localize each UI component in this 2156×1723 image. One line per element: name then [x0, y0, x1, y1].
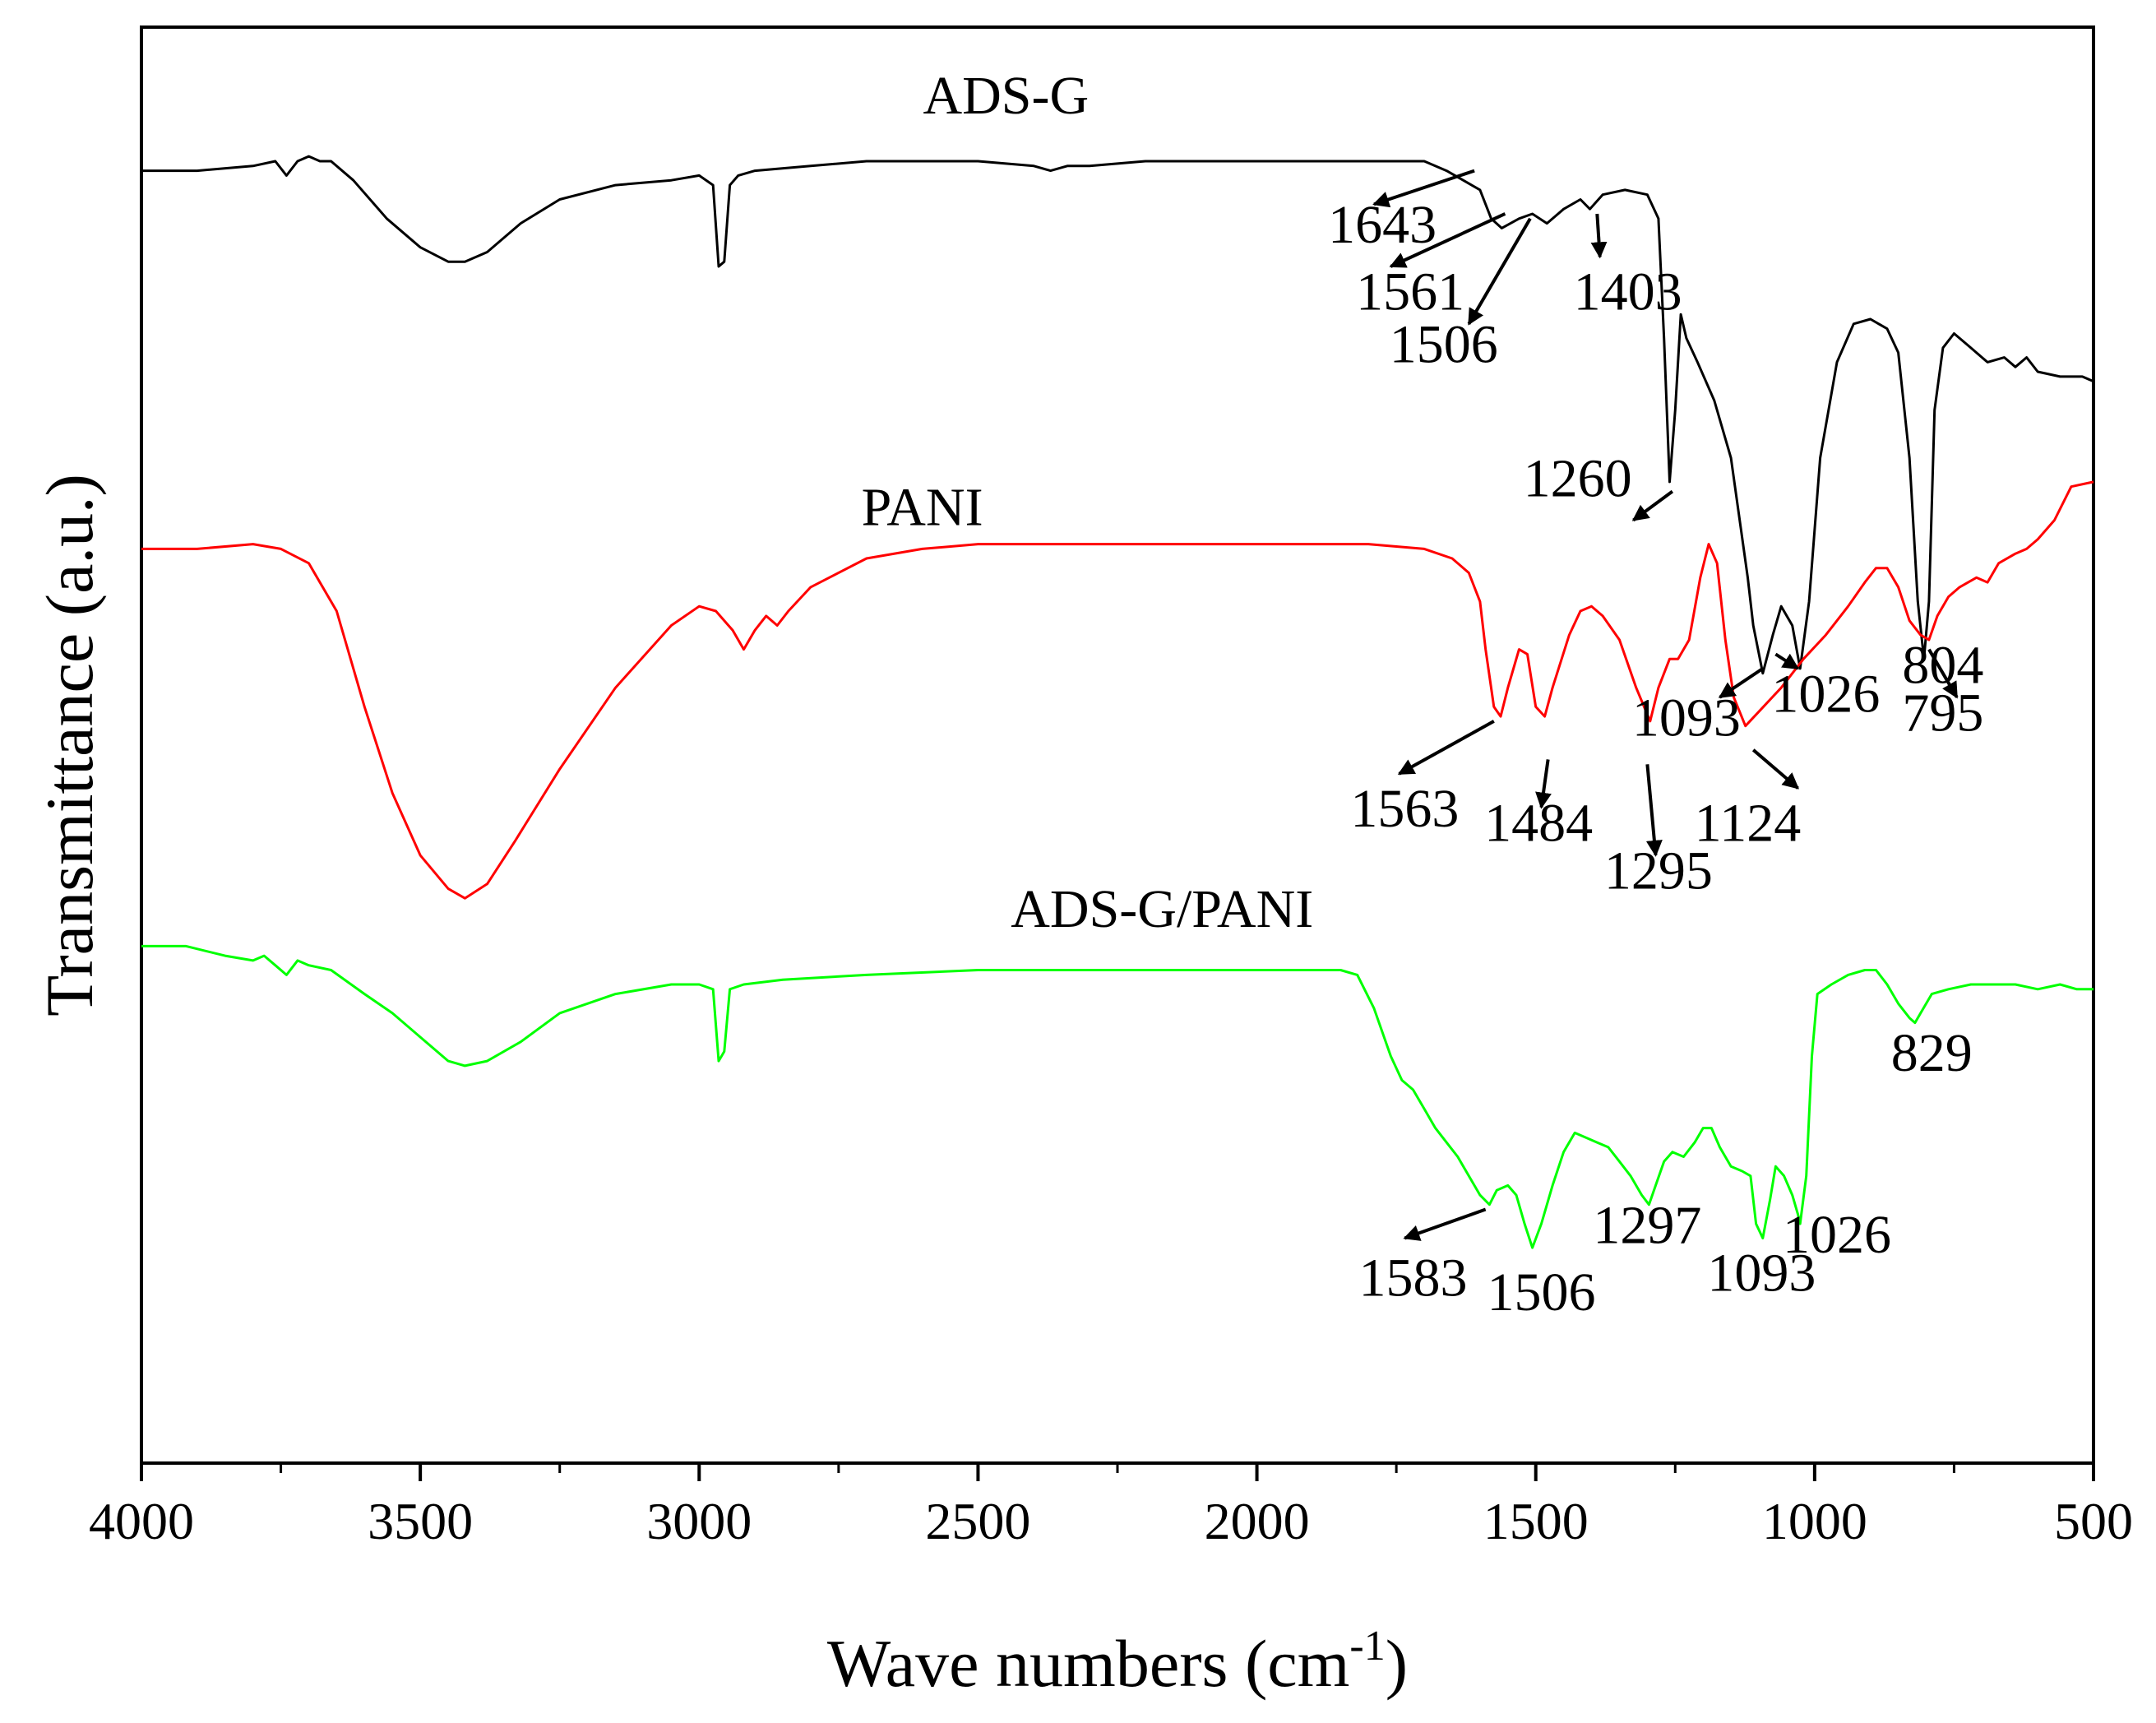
- series-line-ads-g: [141, 155, 2094, 675]
- x-tick-label-500: 500: [2054, 1492, 2133, 1550]
- x-axis-title-close: ): [1386, 1626, 1408, 1701]
- series-line-pani: [141, 480, 2094, 900]
- x-tick-label-3000: 3000: [646, 1492, 752, 1550]
- series-label-pani: PANI: [862, 477, 983, 537]
- series-label-ads-g-pani: ADS-G/PANI: [1011, 879, 1313, 939]
- peak-arrow-795-12: [1927, 648, 1959, 699]
- x-axis-title-superscript: -1: [1349, 1623, 1385, 1670]
- peak-label-795-12: 795: [1902, 683, 1983, 743]
- peak-label-1563-8: 1563: [1350, 779, 1459, 839]
- peak-arrow-1403-3: [1590, 213, 1608, 259]
- x-tick-label-1500: 1500: [1483, 1492, 1589, 1550]
- peak-arrow-1093-5: [1718, 667, 1764, 699]
- peak-arrow-1583-14: [1403, 1207, 1487, 1241]
- series-line-ads-g-pani: [141, 944, 2094, 1249]
- x-axis-title-main: Wave numbers (cm: [827, 1626, 1350, 1701]
- peak-label-1124-11: 1124: [1695, 793, 1802, 853]
- peak-arrow-1026-6: [1774, 652, 1800, 670]
- peak-label-1583-14: 1583: [1358, 1248, 1467, 1308]
- x-tick-label-1000: 1000: [1762, 1492, 1867, 1550]
- series-label-ads-g: ADS-G: [923, 66, 1089, 126]
- x-axis: 4000 3500 3000 2500 2000 1500 1000 500: [89, 1463, 2133, 1550]
- peak-label-1093-5: 1093: [1632, 688, 1741, 748]
- x-axis-title: Wave numbers (cm-1): [827, 1623, 1408, 1701]
- peak-label-1260-4: 1260: [1524, 448, 1632, 508]
- y-axis-title: Transmittance (a.u.): [32, 474, 107, 1017]
- x-tick-label-3500: 3500: [368, 1492, 473, 1550]
- peak-label-1297-16: 1297: [1593, 1195, 1701, 1255]
- peak-label-1506-15: 1506: [1487, 1262, 1595, 1322]
- peak-label-1093-17: 1093: [1707, 1243, 1816, 1303]
- peak-label-1026-18: 1026: [1783, 1205, 1891, 1265]
- peak-arrow-1295-10: [1645, 764, 1663, 857]
- peak-label-1561-1: 1561: [1356, 262, 1464, 322]
- series-layer: ADS-G PANI ADS-G/PANI: [141, 66, 2094, 1249]
- x-tick-label-2500: 2500: [925, 1492, 1030, 1550]
- peak-label-1643-0: 1643: [1328, 195, 1437, 255]
- peak-arrow-1260-4: [1631, 489, 1674, 522]
- peak-label-829-13: 829: [1891, 1023, 1973, 1083]
- peak-arrow-1506-2: [1467, 217, 1532, 326]
- peak-label-1506-2: 1506: [1390, 314, 1498, 374]
- peak-label-1484-9: 1484: [1484, 793, 1593, 853]
- peak-arrow-1561-1: [1389, 212, 1506, 268]
- peak-arrow-1643-0: [1372, 169, 1475, 208]
- peak-label-1403-3: 1403: [1574, 262, 1682, 322]
- peak-arrow-1124-11: [1751, 748, 1800, 790]
- peak-arrow-1563-8: [1397, 720, 1495, 776]
- peak-label-1295-10: 1295: [1604, 841, 1713, 901]
- peak-arrow-1484-9: [1535, 759, 1552, 809]
- peak-label-1026-6: 1026: [1771, 664, 1880, 724]
- x-tick-label-4000: 4000: [89, 1492, 194, 1550]
- x-tick-label-2000: 2000: [1205, 1492, 1310, 1550]
